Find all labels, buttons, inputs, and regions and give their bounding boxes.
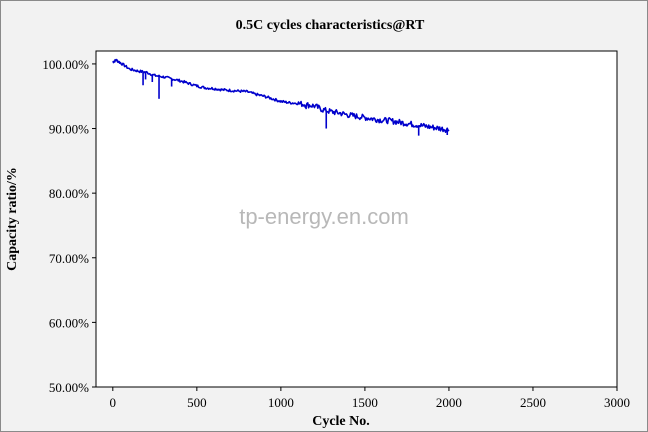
x-tick-label: 1500 — [352, 395, 378, 410]
y-axis-label: Capacity ratio/% — [5, 167, 20, 271]
x-tick-label: 0 — [110, 395, 117, 410]
series-layer — [112, 58, 450, 136]
x-tick-label: 3000 — [604, 395, 630, 410]
x-tick-label: 1000 — [268, 395, 294, 410]
x-tick-label: 500 — [187, 395, 207, 410]
plot-area — [95, 50, 618, 388]
chart-title: 0.5C cycles characteristics@RT — [236, 18, 425, 33]
watermark-text: tp-energy.en.com — [239, 204, 409, 229]
y-tick-label: 80.00% — [49, 186, 89, 201]
y-tick-label: 70.00% — [49, 251, 89, 266]
y-tick-label: 60.00% — [49, 315, 89, 330]
y-axis: 50.00% 60.00% 70.00% 80.00% 90.00% 100.00% — [42, 57, 96, 395]
x-axis: 0 500 1000 1500 2000 2500 3000 — [110, 387, 630, 410]
series-line — [112, 58, 450, 134]
x-axis-label: Cycle No. — [312, 414, 370, 429]
y-tick-label: 50.00% — [49, 380, 89, 395]
x-tick-label: 2000 — [436, 395, 462, 410]
x-tick-label: 2500 — [520, 395, 546, 410]
y-tick-label: 100.00% — [42, 57, 89, 72]
y-tick-label: 90.00% — [49, 122, 89, 137]
